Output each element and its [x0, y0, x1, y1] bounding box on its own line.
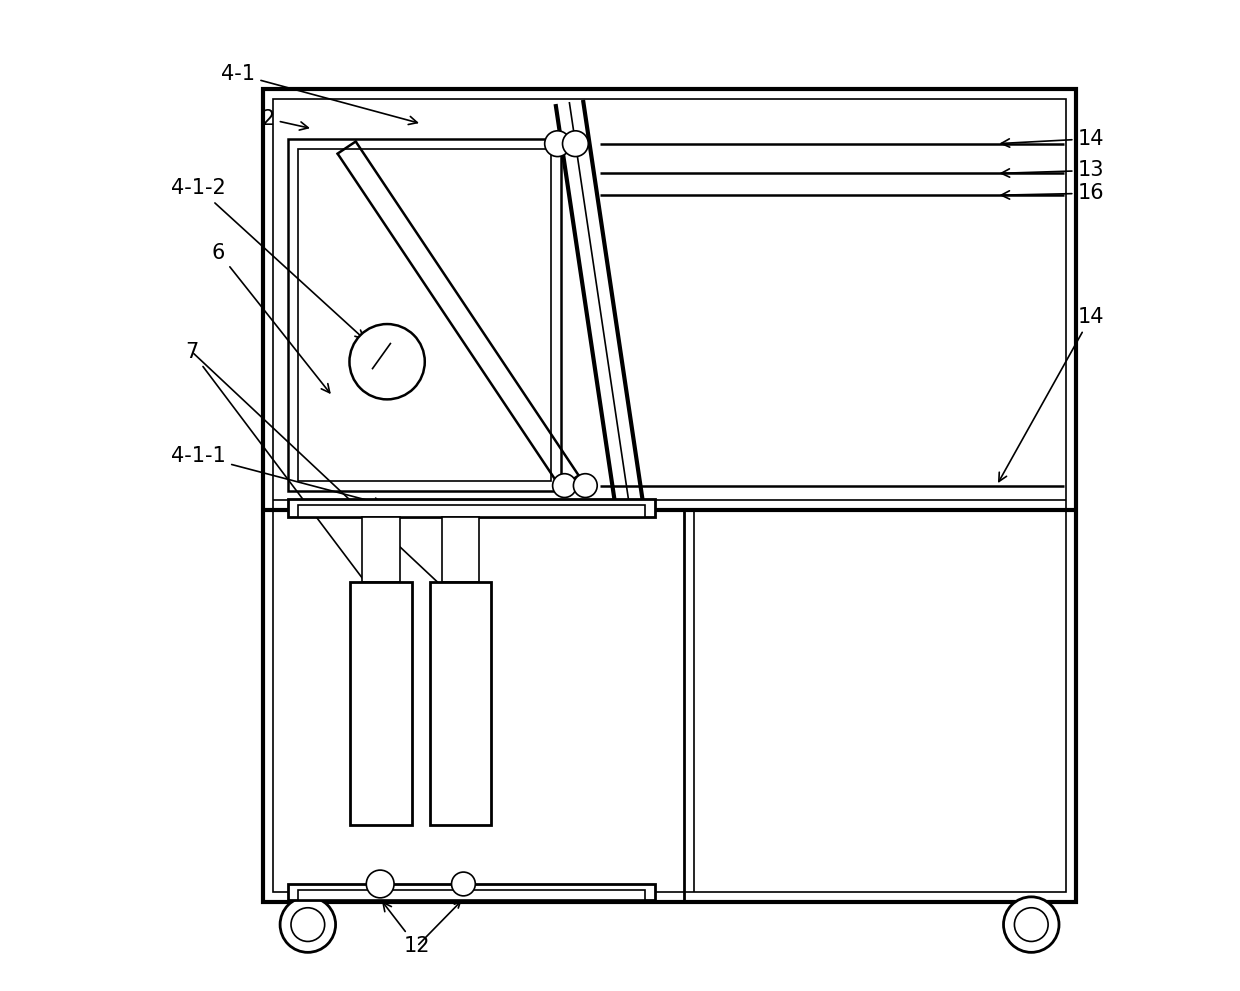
Text: 13: 13 — [1001, 161, 1104, 180]
Text: 14: 14 — [999, 307, 1104, 482]
Text: 6: 6 — [212, 243, 330, 392]
Text: 4-1: 4-1 — [222, 64, 418, 125]
Circle shape — [553, 474, 577, 497]
Bar — [430, 582, 491, 825]
Bar — [288, 884, 655, 900]
Bar — [298, 890, 645, 900]
Bar — [351, 582, 412, 825]
Bar — [263, 89, 1076, 902]
Circle shape — [1014, 908, 1048, 941]
Circle shape — [291, 908, 325, 941]
Circle shape — [366, 870, 394, 898]
Bar — [288, 139, 560, 491]
Bar — [273, 99, 1066, 892]
Text: 4-1-1: 4-1-1 — [171, 446, 383, 506]
Circle shape — [573, 474, 598, 497]
Text: 2: 2 — [262, 109, 309, 130]
Circle shape — [350, 324, 425, 399]
Circle shape — [451, 872, 475, 896]
Circle shape — [280, 897, 336, 952]
Bar — [362, 517, 401, 582]
Text: 4-1-2: 4-1-2 — [171, 178, 363, 339]
Bar — [298, 149, 551, 481]
Circle shape — [1003, 897, 1059, 952]
Text: 7: 7 — [185, 342, 379, 601]
Bar — [288, 499, 655, 517]
Text: 16: 16 — [1001, 183, 1104, 203]
Text: 14: 14 — [1001, 129, 1104, 149]
Circle shape — [563, 131, 588, 157]
Bar — [441, 517, 480, 582]
Circle shape — [544, 131, 570, 157]
Text: 12: 12 — [383, 903, 430, 956]
Bar — [298, 505, 645, 517]
